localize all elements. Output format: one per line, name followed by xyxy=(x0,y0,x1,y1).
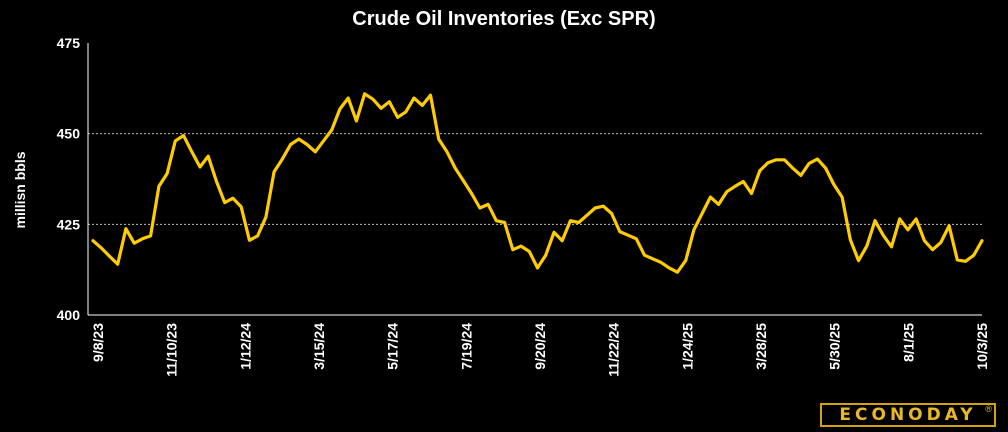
logo-text: ECONODAY xyxy=(839,405,977,425)
x-tick-label: 7/19/24 xyxy=(458,323,474,370)
logo-registered-mark: ® xyxy=(985,404,992,414)
y-tick-label: 475 xyxy=(57,35,81,51)
series-layer xyxy=(91,92,984,274)
chart-title: Crude Oil Inventories (Exc SPR) xyxy=(352,8,656,30)
x-tick-label: 1/24/25 xyxy=(679,323,695,370)
gridlines xyxy=(88,133,982,225)
y-axis-label: millisn bbls xyxy=(12,151,28,228)
y-tick-label: 425 xyxy=(57,216,81,232)
x-tick-label: 9/20/24 xyxy=(532,323,548,370)
y-tick-labels: 400 425 450 475 xyxy=(57,35,81,323)
x-tick-labels: 9/8/23 11/10/23 1/12/24 3/15/24 5/17/24 7/19/… xyxy=(90,323,990,377)
x-tick-label: 3/15/24 xyxy=(311,323,327,370)
x-tick-label: 11/22/24 xyxy=(606,323,622,377)
x-tick-label: 8/1/25 xyxy=(900,323,916,362)
x-tick-label: 11/10/23 xyxy=(164,323,180,377)
axes xyxy=(87,43,982,316)
x-tick-label: 3/28/25 xyxy=(753,323,769,370)
y-tick-label: 450 xyxy=(57,126,81,142)
x-tick-label: 10/3/25 xyxy=(974,323,990,370)
x-tick-label: 5/30/25 xyxy=(827,323,843,370)
x-tick-label: 5/17/24 xyxy=(385,323,401,370)
econoday-logo: ECONODAY ® xyxy=(820,403,996,427)
x-tick-label: 1/12/24 xyxy=(237,323,253,370)
x-tick-label: 9/8/23 xyxy=(90,323,106,362)
series-line-0 xyxy=(91,92,984,274)
y-tick-label: 400 xyxy=(57,307,81,323)
